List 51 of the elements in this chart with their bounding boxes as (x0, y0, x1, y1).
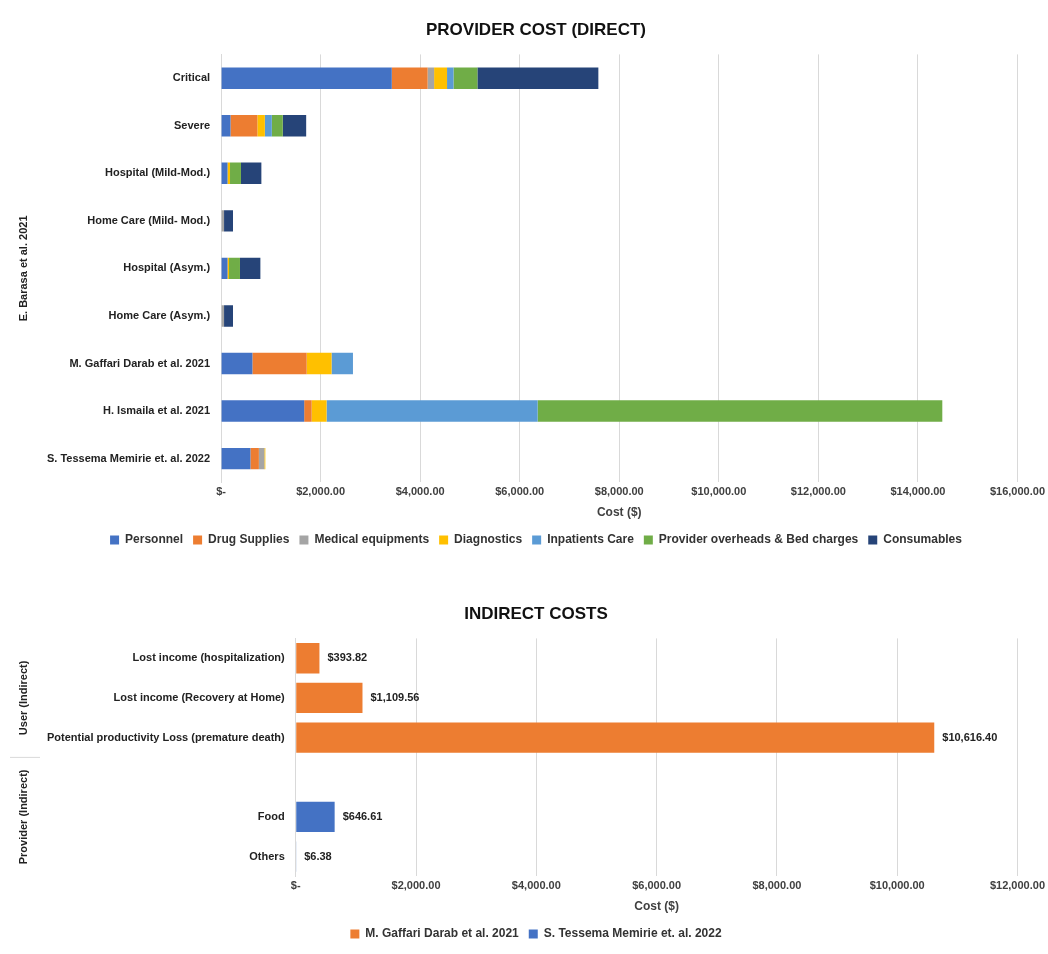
x-tick-label: $6,000.00 (495, 485, 545, 498)
data-label: $1,109.56 (370, 690, 420, 703)
y-tick-label: Others (249, 849, 285, 862)
chart-title: PROVIDER COST (DIRECT) (425, 19, 647, 39)
legend-label: Provider overheads & Bed charges (658, 532, 859, 547)
x-tick-label: $12,000.00 (790, 485, 846, 498)
x-tick-label: $4,000.00 (511, 879, 561, 892)
text: E. Barasa et al. 2021 (17, 215, 30, 322)
x-tick-label: $6,000.00 (632, 879, 682, 892)
y-tick-label: Critical (172, 71, 211, 84)
x-tick-label: $8,000.00 (594, 485, 644, 498)
data-label: $393.82 (327, 651, 368, 664)
x-tick-label: $4,000.00 (395, 485, 445, 498)
legend-label: Diagnostics (454, 532, 523, 547)
y-tick-label: Lost income (hospitalization) (132, 651, 286, 664)
y-tick-label: Hospital (Mild-Mod.) (104, 166, 211, 179)
data-label: $10,616.40 (942, 730, 998, 743)
y-tick-label: Lost income (Recovery at Home) (113, 690, 286, 703)
x-tick-label: $10,000.00 (869, 879, 925, 892)
y-tick-label: S. Tessema Memirie et. al. 2022 (46, 451, 211, 464)
y-tick-label: H. Ismaila et al. 2021 (103, 404, 211, 417)
x-tick-label: $10,000.00 (691, 485, 747, 498)
x-axis-title: Cost ($) (634, 899, 679, 914)
x-tick-label: $12,000.00 (989, 879, 1045, 892)
x-tick-label: $8,000.00 (752, 879, 802, 892)
legend-label: Inpatients Care (547, 532, 635, 547)
legend-label: S. Tessema Memirie et. al. 2022 (543, 926, 722, 941)
y-tick-label: M. Gaffari Darab et al. 2021 (69, 356, 211, 369)
data-label: $6.38 (304, 849, 332, 862)
data-label: $646.61 (342, 809, 383, 822)
y-tick-label: Food (257, 809, 285, 822)
legend-label: Drug Supplies (208, 532, 290, 547)
y-tick-label: Home Care (Mild- Mod.) (87, 213, 211, 226)
legend-label: M. Gaffari Darab et al. 2021 (365, 926, 520, 941)
y-tick-label: Hospital (Asym.) (123, 261, 211, 274)
chart-title: INDIRECT COSTS (464, 603, 608, 623)
x-tick-label: $- (216, 485, 227, 498)
legend-label: Medical equipments (314, 532, 430, 547)
x-tick-label: $2,000.00 (296, 485, 346, 498)
y-tick-label: Potential productivity Loss (premature death) (46, 730, 286, 743)
x-tick-label: $- (290, 879, 301, 892)
x-tick-label: $14,000.00 (890, 485, 946, 498)
text: User (Indirect) (17, 660, 30, 736)
y-tick-label: Severe (173, 118, 211, 131)
legend-label: Personnel (125, 532, 184, 547)
x-tick-label: $16,000.00 (989, 485, 1045, 498)
x-tick-label: $2,000.00 (391, 879, 441, 892)
x-axis-title: Cost ($) (596, 505, 642, 520)
legend-label: Consumables (883, 532, 963, 547)
y-tick-label: Home Care (Asym.) (108, 308, 211, 321)
text: Provider (Indirect) (17, 769, 30, 865)
